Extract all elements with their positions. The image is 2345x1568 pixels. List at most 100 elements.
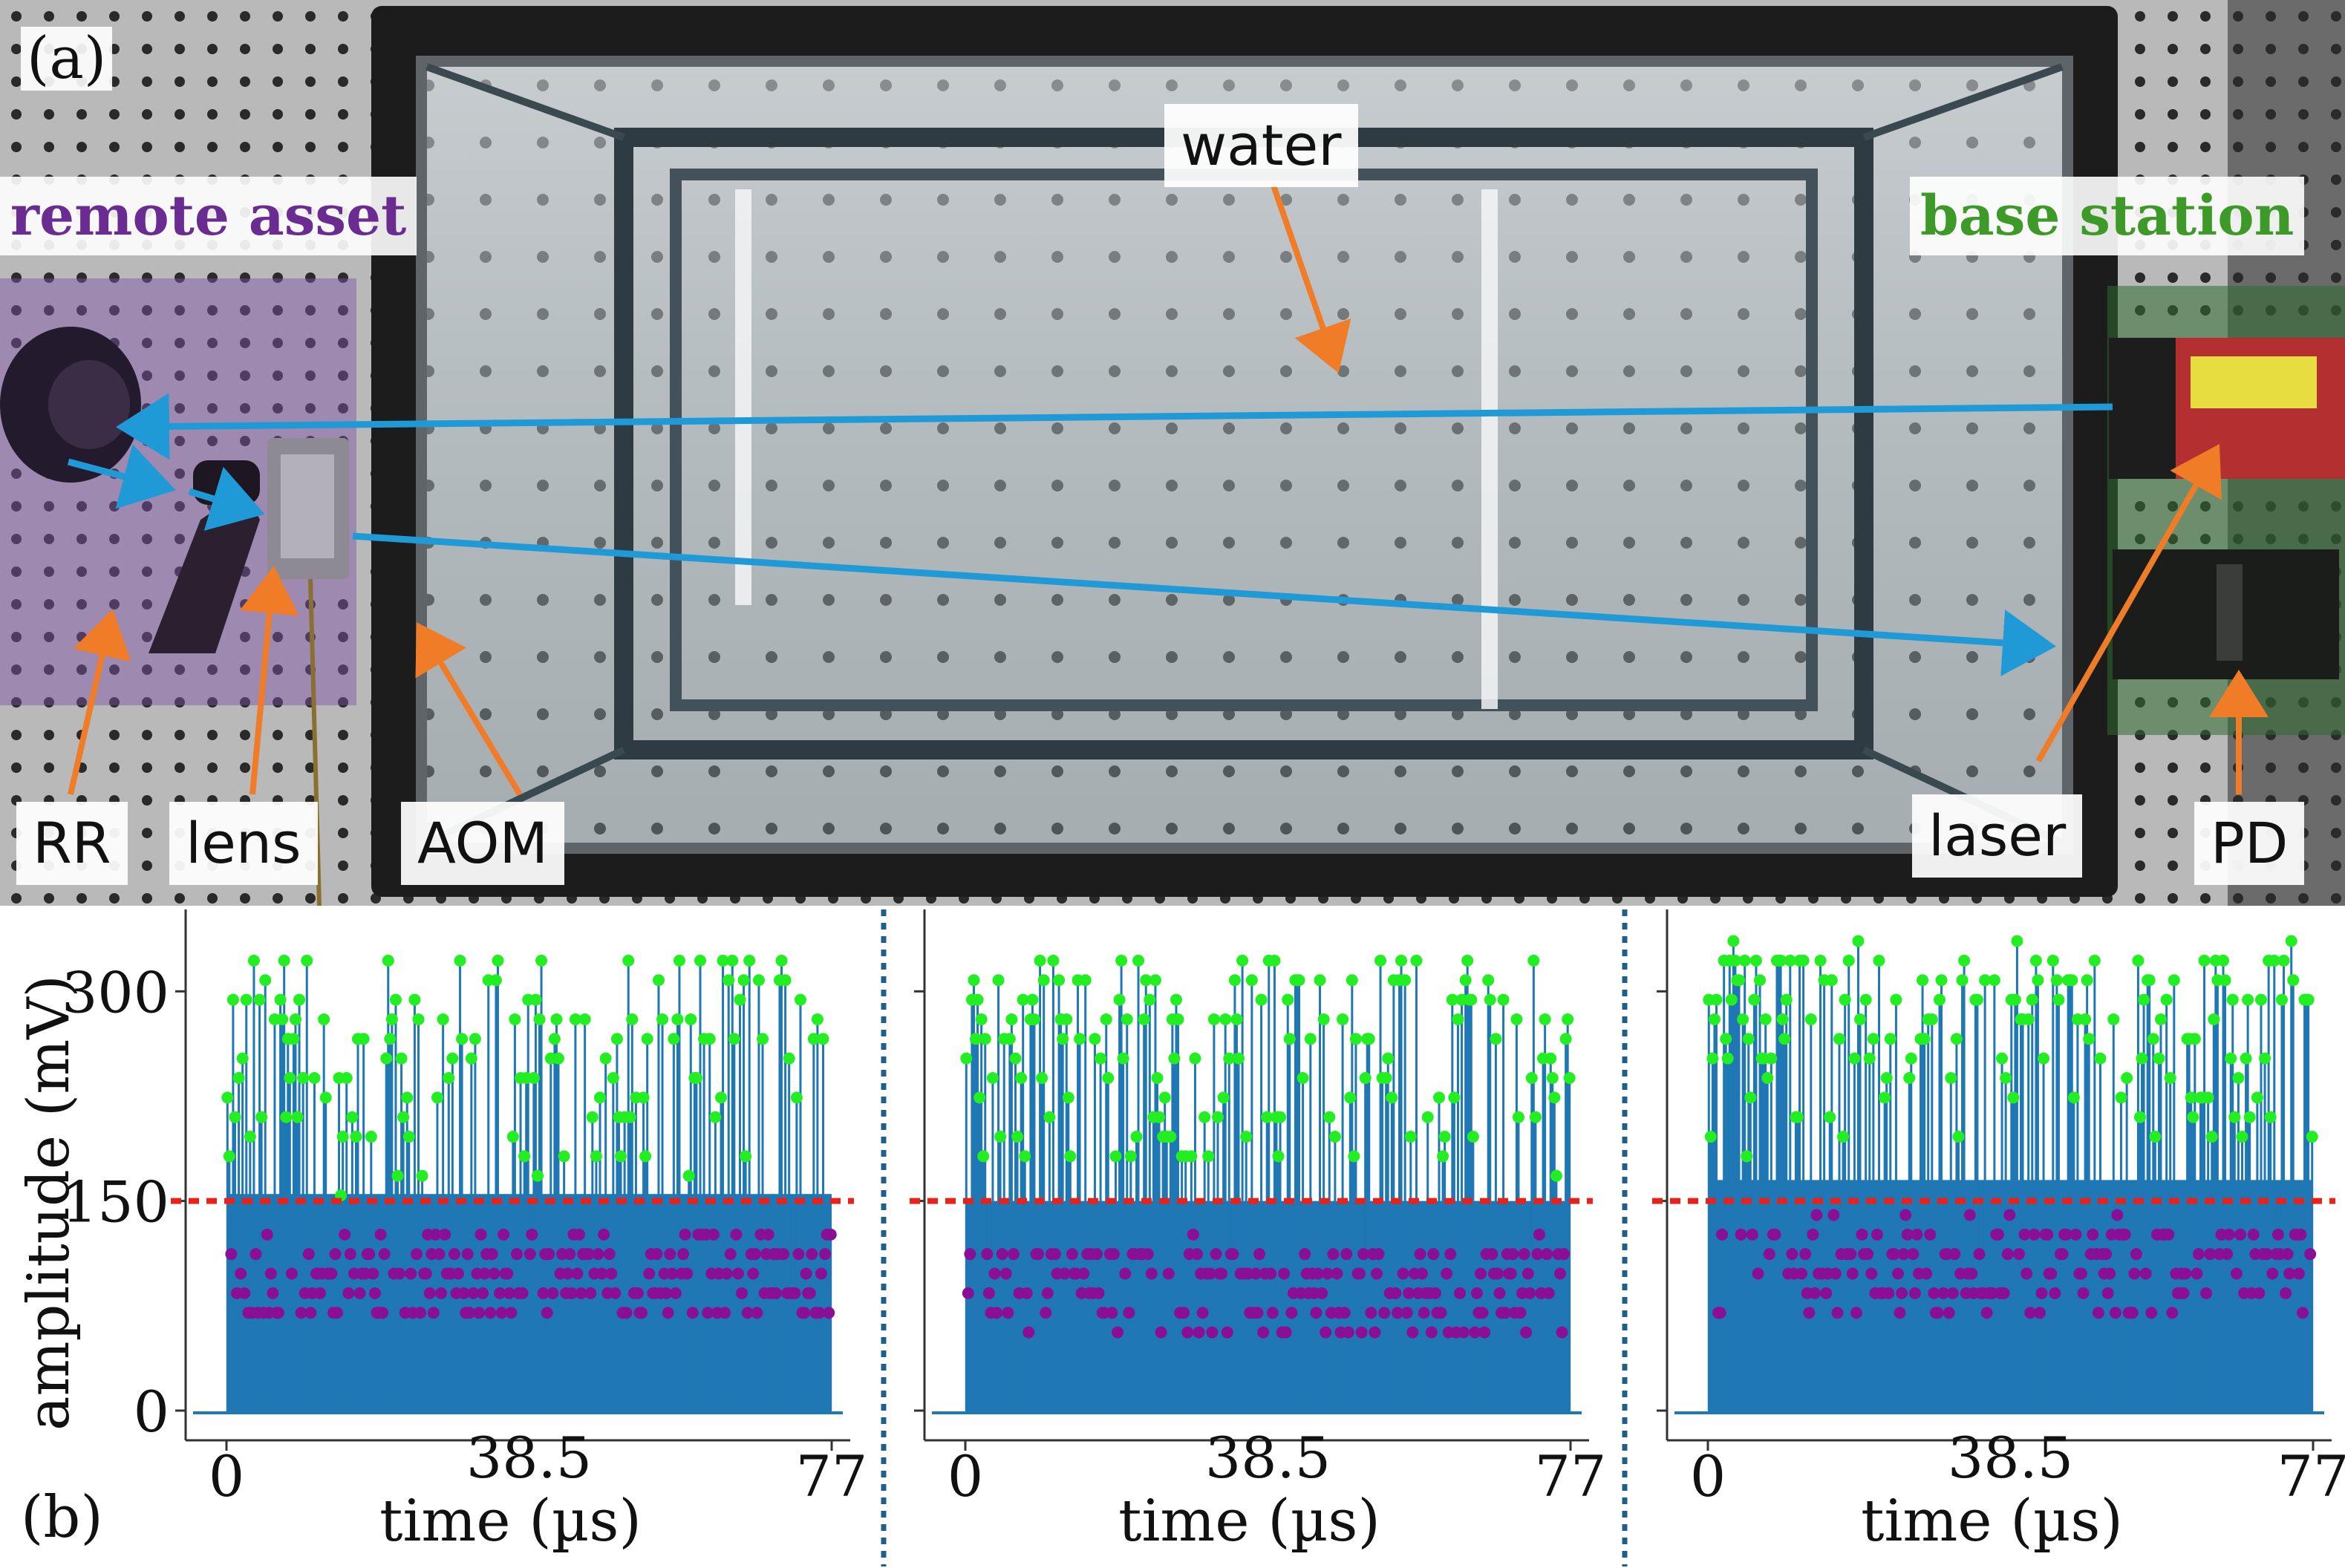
high-marker bbox=[437, 1013, 449, 1025]
low-marker bbox=[1752, 1267, 1764, 1280]
low-marker bbox=[433, 1248, 446, 1261]
x-tick-label: 38.5 bbox=[1205, 1425, 1331, 1491]
low-marker bbox=[457, 1287, 470, 1299]
high-marker bbox=[1748, 993, 1761, 1006]
low-marker bbox=[235, 1267, 247, 1280]
high-marker bbox=[1236, 954, 1249, 967]
x-tick-label: 77 bbox=[796, 1443, 868, 1509]
high-marker bbox=[1089, 1033, 1101, 1045]
high-marker bbox=[297, 1072, 310, 1084]
high-marker bbox=[1172, 1013, 1184, 1025]
high-marker bbox=[2205, 1131, 2218, 1143]
lens-pointer bbox=[239, 566, 299, 795]
low-marker bbox=[1810, 1209, 1823, 1221]
high-marker bbox=[456, 1033, 469, 1045]
high-marker bbox=[2232, 1072, 2245, 1084]
low-marker bbox=[1920, 1267, 1933, 1280]
low-marker bbox=[2234, 1228, 2246, 1241]
low-marker bbox=[1141, 1248, 1154, 1261]
low-marker bbox=[2221, 1248, 2234, 1261]
base-station-title: base station bbox=[1910, 177, 2305, 255]
high-marker bbox=[1979, 974, 1992, 987]
low-marker bbox=[707, 1228, 720, 1241]
low-marker bbox=[592, 1248, 604, 1261]
low-marker bbox=[2126, 1307, 2139, 1319]
low-marker bbox=[510, 1248, 523, 1261]
high-marker bbox=[2243, 1111, 2256, 1123]
high-marker bbox=[2160, 993, 2173, 1006]
high-marker bbox=[1550, 1169, 1562, 1182]
low-marker bbox=[516, 1287, 529, 1299]
high-marker bbox=[529, 993, 542, 1006]
high-marker bbox=[569, 1013, 581, 1025]
high-marker bbox=[794, 993, 806, 1006]
high-marker bbox=[365, 1131, 377, 1143]
high-marker bbox=[244, 1131, 256, 1143]
high-marker bbox=[558, 1150, 570, 1163]
low-marker bbox=[1796, 1267, 1808, 1280]
high-marker bbox=[1230, 1013, 1243, 1025]
y-tick-label: 150 bbox=[62, 1169, 169, 1235]
high-marker bbox=[1228, 974, 1241, 987]
low-marker bbox=[505, 1307, 518, 1319]
high-marker bbox=[2009, 993, 2021, 1006]
high-marker bbox=[1710, 993, 1723, 1006]
high-marker bbox=[2264, 1111, 2277, 1123]
high-marker bbox=[1539, 1013, 1551, 1025]
high-marker bbox=[968, 974, 980, 987]
low-marker bbox=[1533, 1228, 1545, 1241]
high-marker bbox=[723, 974, 735, 987]
high-marker bbox=[454, 954, 466, 967]
high-marker bbox=[1996, 1052, 2009, 1065]
high-marker bbox=[1448, 1091, 1461, 1104]
high-marker bbox=[1382, 1052, 1395, 1065]
low-marker bbox=[1946, 1287, 1959, 1299]
high-marker bbox=[1721, 1052, 1734, 1065]
low-marker bbox=[724, 1248, 737, 1261]
high-marker bbox=[382, 954, 394, 967]
low-marker bbox=[1091, 1248, 1103, 1261]
high-marker bbox=[274, 993, 287, 1006]
high-marker bbox=[1151, 1072, 1164, 1084]
high-marker bbox=[527, 1072, 540, 1084]
low-marker bbox=[1862, 1248, 1874, 1261]
high-marker bbox=[2240, 1052, 2252, 1065]
high-marker bbox=[2188, 1033, 2201, 1045]
low-marker bbox=[1378, 1307, 1391, 1319]
low-marker bbox=[1391, 1307, 1403, 1319]
high-marker bbox=[223, 1150, 235, 1163]
high-marker bbox=[1268, 954, 1281, 967]
high-marker bbox=[1529, 1111, 1542, 1123]
high-marker bbox=[1274, 1111, 1287, 1123]
high-marker bbox=[548, 1033, 561, 1045]
high-marker bbox=[2198, 954, 2211, 967]
low-marker bbox=[1429, 1287, 1441, 1299]
high-marker bbox=[552, 1052, 564, 1065]
low-marker bbox=[1338, 1307, 1351, 1319]
x-tick-label: 0 bbox=[209, 1443, 244, 1509]
low-marker bbox=[1181, 1326, 1194, 1339]
high-marker bbox=[1293, 974, 1305, 987]
high-marker bbox=[2088, 954, 2101, 967]
low-marker bbox=[823, 1307, 835, 1319]
low-marker bbox=[769, 1287, 782, 1299]
low-marker bbox=[665, 1267, 678, 1280]
low-marker bbox=[719, 1307, 731, 1319]
high-marker bbox=[1395, 954, 1408, 967]
low-marker bbox=[620, 1307, 633, 1319]
high-marker bbox=[1461, 954, 1474, 967]
high-marker bbox=[336, 1131, 349, 1143]
high-marker bbox=[2133, 1111, 2146, 1123]
low-marker bbox=[1931, 1307, 1944, 1319]
low-marker bbox=[2028, 1228, 2041, 1241]
x-axis-label: time (µs) bbox=[1861, 1488, 2123, 1555]
high-marker bbox=[1958, 954, 1971, 967]
high-marker bbox=[1988, 974, 2000, 987]
low-marker bbox=[1504, 1267, 1517, 1280]
high-marker bbox=[1791, 1111, 1804, 1123]
low-marker bbox=[1911, 1228, 1923, 1241]
low-marker bbox=[2024, 1307, 2037, 1319]
low-marker bbox=[339, 1228, 351, 1241]
low-marker bbox=[792, 1248, 805, 1261]
high-marker bbox=[1348, 1150, 1360, 1163]
